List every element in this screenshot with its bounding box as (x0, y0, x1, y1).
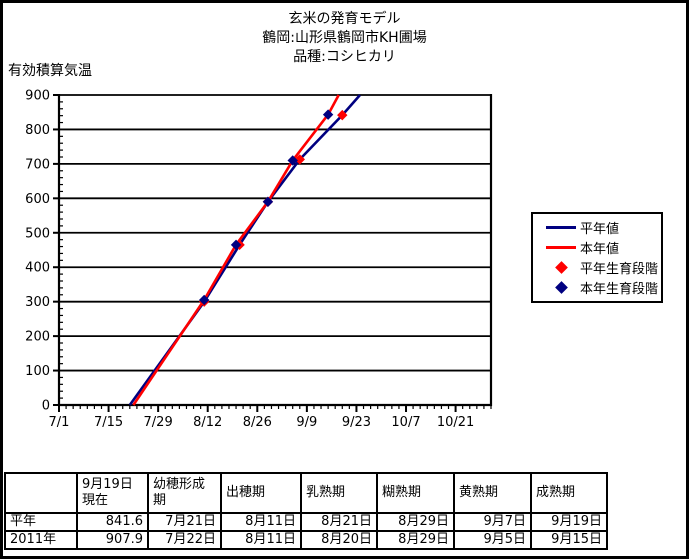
stage-date: 9月15日 (530, 530, 608, 550)
y-tick-label: 500 (25, 226, 50, 241)
legend-box: 平年値 本年値 平年生育段階 本年生育段階 (531, 212, 663, 303)
x-tick-label: 10/7 (391, 415, 420, 430)
stage-date: 9月19日 (530, 512, 608, 532)
normal-year-line-swatch (546, 225, 576, 229)
legend-item-normal-year-line: 平年値 (542, 217, 661, 237)
x-tick-label: 9/9 (296, 415, 317, 430)
stage-marker-本年生育段階 (230, 239, 242, 251)
stage-marker-本年生育段階 (198, 294, 210, 306)
stage-date: 9月5日 (453, 530, 532, 550)
chart-title: 玄米の発育モデル (288, 11, 401, 27)
header-heading: 出穂期 (220, 472, 302, 514)
header-milk-stage: 乳熟期 (300, 472, 378, 514)
stage-date: 9月7日 (453, 512, 532, 532)
series-lines (128, 94, 361, 406)
stage-marker-平年生育段階 (337, 109, 348, 121)
legend-swatch-area (542, 281, 580, 295)
accumulated-temp: 907.9 (76, 530, 149, 550)
x-tick-label: 10/21 (437, 415, 474, 430)
y-tick-label: 100 (25, 364, 50, 379)
legend-item-this-year-stage: 本年生育段階 (542, 278, 661, 298)
x-tick-label: 8/12 (193, 415, 222, 430)
y-tick-label: 0 (42, 399, 50, 414)
stage-date: 8月29日 (376, 512, 455, 532)
stage-marker-平年生育段階 (294, 154, 305, 165)
stage-date: 8月21日 (300, 512, 378, 532)
header-yellow-ripe-stage: 黄熟期 (453, 472, 532, 514)
x-tick-label: 7/1 (49, 415, 70, 430)
stage-date: 8月20日 (300, 530, 378, 550)
table-row-2011: 2011年 907.9 7月22日 8月11日 8月20日 8月29日 9月5日… (4, 530, 608, 550)
legend-swatch-area (542, 225, 580, 229)
legend-item-normal-year-stage: 平年生育段階 (542, 258, 661, 278)
stage-date: 7月22日 (147, 530, 222, 550)
legend-swatch-area (542, 261, 580, 274)
x-tick-label: 9/23 (342, 415, 371, 430)
stage-date: 8月11日 (220, 512, 302, 532)
x-tick-label: 7/29 (144, 415, 173, 430)
chart-title-block: 玄米の発育モデル 鶴岡:山形県鶴岡市KH圃場 品種:コシヒカリ (3, 10, 686, 67)
header-dough-stage: 糊熟期 (376, 472, 455, 514)
header-blank (4, 472, 78, 514)
row-label: 平年 (4, 512, 78, 532)
legend-label: 平年生育段階 (580, 262, 659, 278)
this-year-stage-diamond-icon (554, 281, 568, 295)
stage-date: 8月11日 (220, 530, 302, 550)
table-row-normal-year: 平年 841.6 7月21日 8月11日 8月21日 8月29日 9月7日 9月… (4, 512, 608, 532)
chart-variety: 品種:コシヒカリ (293, 49, 396, 65)
x-tick-label: 8/26 (243, 415, 272, 430)
y-tick-label: 900 (25, 89, 50, 104)
normal-year-stage-diamond-icon (554, 261, 568, 274)
y-tick-label: 800 (25, 123, 50, 138)
x-tick-label: 7/15 (94, 415, 123, 430)
this-year-line-swatch (546, 245, 576, 249)
header-current-date: 9月19日 現在 (76, 472, 149, 514)
legend-swatch-area (542, 245, 580, 249)
axes (53, 94, 493, 412)
chart-subtitle: 鶴岡:山形県鶴岡市KH圃場 (262, 30, 427, 46)
header-panicle-formation: 幼穂形成 期 (147, 472, 222, 514)
legend-label: 本年生育段階 (580, 282, 659, 298)
table-header-row: 9月19日 現在 幼穂形成 期 出穂期 乳熟期 糊熟期 黄熟期 成熟期 (4, 472, 608, 514)
header-maturity-stage: 成熟期 (530, 472, 608, 514)
legend-label: 本年値 (580, 241, 620, 257)
axis-tick-labels: 0 100 200 300 400 500 600 700 800 900 7/1 7/15 7/29 8… (25, 89, 474, 431)
stage-marker-本年生育段階 (322, 109, 334, 120)
gridlines (59, 94, 491, 372)
y-tick-label: 400 (25, 261, 50, 276)
stage-marker-本年生育段階 (287, 155, 298, 166)
stage-date: 7月21日 (147, 512, 222, 532)
y-axis-title: 有効積算気温 (8, 63, 92, 79)
accumulated-temp: 841.6 (76, 512, 149, 532)
y-tick-label: 600 (25, 192, 50, 207)
y-tick-label: 700 (25, 157, 50, 172)
growth-model-plot: 0 100 200 300 400 500 600 700 800 900 7/1 7/15 7/29 8… (25, 89, 493, 431)
y-tick-label: 200 (25, 330, 50, 345)
legend-label: 平年値 (580, 221, 620, 237)
growth-stage-table: 9月19日 現在 幼穂形成 期 出穂期 乳熟期 糊熟期 黄熟期 成熟期 平年 8… (4, 472, 608, 550)
y-tick-label: 300 (25, 295, 50, 310)
stage-marker-本年生育段階 (262, 196, 274, 207)
stage-date: 8月29日 (376, 530, 455, 550)
stage-markers (198, 109, 348, 307)
legend-item-this-year-line: 本年値 (542, 237, 661, 257)
row-label: 2011年 (4, 530, 78, 550)
